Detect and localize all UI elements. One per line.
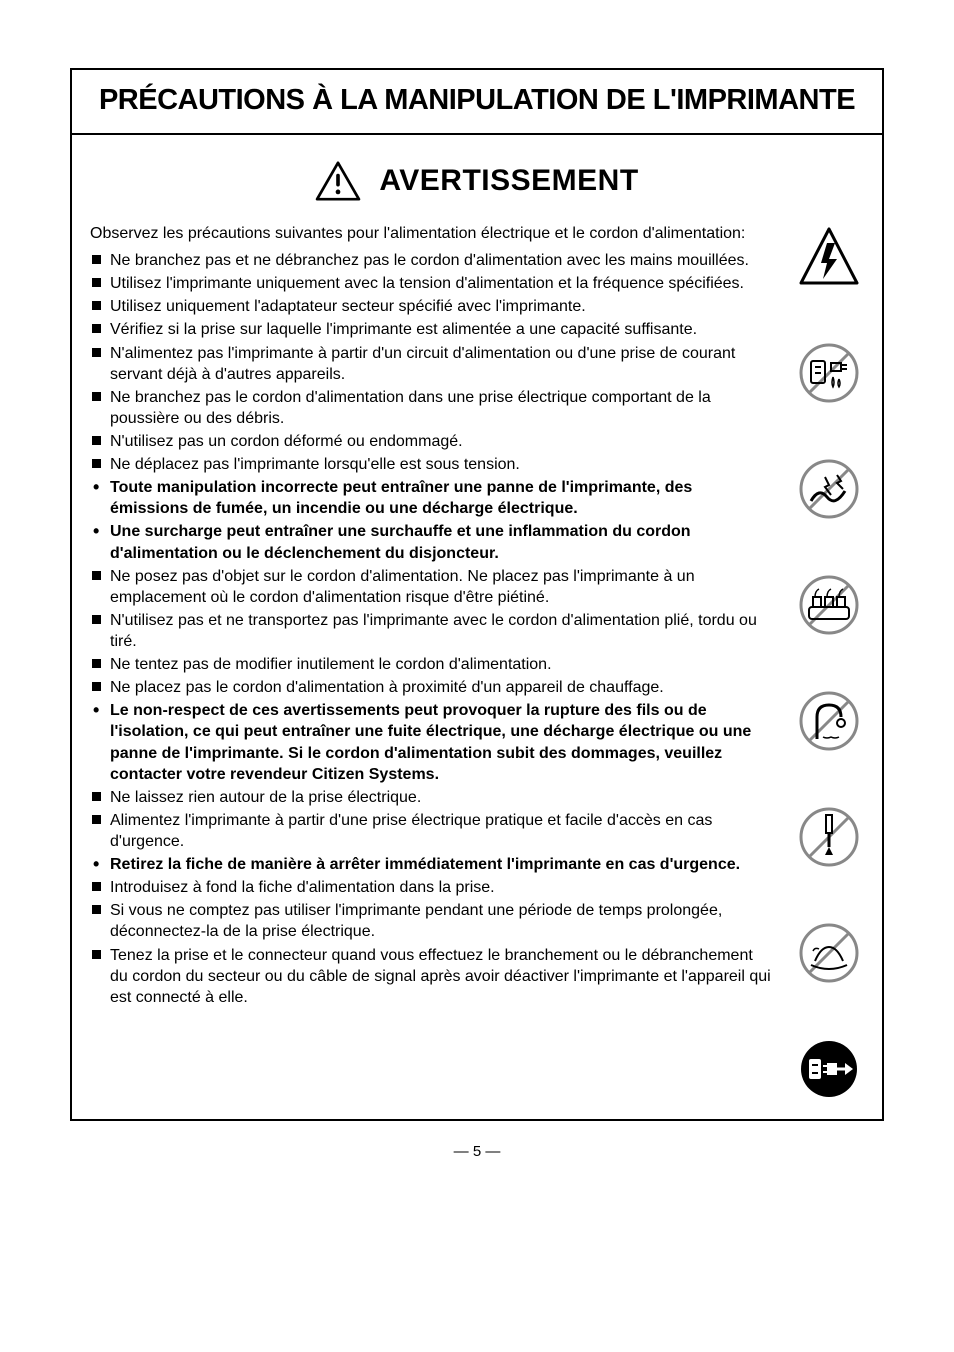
list-item: Le non-respect de ces avertissements peu… (90, 700, 774, 784)
precautions-list: Ne branchez pas et ne débranchez pas le … (90, 250, 774, 1008)
no-modify-icon (797, 805, 861, 869)
page: PRÉCAUTIONS À LA MANIPULATION DE L'IMPRI… (0, 0, 954, 1352)
list-item: Ne tentez pas de modifier inutilement le… (90, 654, 774, 675)
list-item: Ne laissez rien autour de la prise élect… (90, 787, 774, 808)
content-frame: PRÉCAUTIONS À LA MANIPULATION DE L'IMPRI… (70, 68, 884, 1121)
unplug-action-icon (797, 1037, 861, 1101)
list-item: Ne branchez pas et ne débranchez pas le … (90, 250, 774, 271)
list-item: Introduisez à fond la fiche d'alimentati… (90, 877, 774, 898)
warning-triangle-icon (315, 161, 361, 201)
no-overload-strip-icon (797, 573, 861, 637)
list-item: Ne déplacez pas l'imprimante lorsqu'elle… (90, 454, 774, 475)
warning-label: AVERTISSEMENT (379, 164, 638, 198)
list-item: N'alimentez pas l'imprimante à partir d'… (90, 343, 774, 385)
list-item: N'utilisez pas un cordon déformé ou endo… (90, 431, 774, 452)
title-box: PRÉCAUTIONS À LA MANIPULATION DE L'IMPRI… (72, 70, 882, 135)
hazard-electric-icon (797, 225, 861, 289)
list-item: Ne posez pas d'objet sur le cordon d'ali… (90, 566, 774, 608)
no-bent-cord-icon (797, 689, 861, 753)
list-item: Toute manipulation incorrecte peut entra… (90, 477, 774, 519)
list-item: Ne placez pas le cordon d'alimentation à… (90, 677, 774, 698)
list-item: Tenez la prise et le connecteur quand vo… (90, 945, 774, 1008)
page-number: — 5 — (70, 1143, 884, 1160)
page-title: PRÉCAUTIONS À LA MANIPULATION DE L'IMPRI… (90, 84, 864, 117)
list-item: Vérifiez si la prise sur laquelle l'impr… (90, 319, 774, 340)
text-column: Observez les précautions suivantes pour … (90, 223, 774, 1101)
list-item: Alimentez l'imprimante à partir d'une pr… (90, 810, 774, 852)
list-item: Utilisez l'imprimante uniquement avec la… (90, 273, 774, 294)
list-item: Retirez la fiche de manière à arrêter im… (90, 854, 774, 875)
list-item: Utilisez uniquement l'adaptateur secteur… (90, 296, 774, 317)
content-row: Observez les précautions suivantes pour … (72, 223, 882, 1119)
warning-header: AVERTISSEMENT (72, 135, 882, 223)
no-damaged-cord-icon (797, 457, 861, 521)
no-obstruct-outlet-icon (797, 921, 861, 985)
list-item: Si vous ne comptez pas utiliser l'imprim… (90, 900, 774, 942)
list-item: N'utilisez pas et ne transportez pas l'i… (90, 610, 774, 652)
no-wet-plug-icon (797, 341, 861, 405)
list-item: Ne branchez pas le cordon d'alimentation… (90, 387, 774, 429)
intro-text: Observez les précautions suivantes pour … (90, 223, 774, 244)
icon-column (790, 223, 868, 1101)
list-item: Une surcharge peut entraîner une surchau… (90, 521, 774, 563)
